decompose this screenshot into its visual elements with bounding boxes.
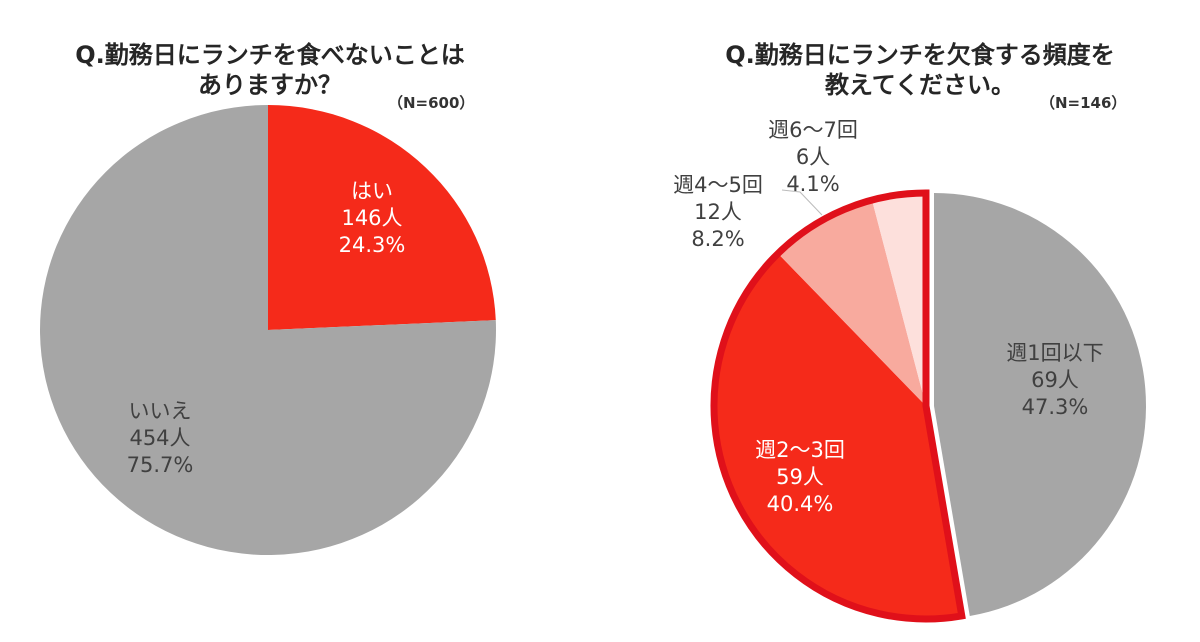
slice-label-percent_label: 8.2% [691,227,744,251]
slice-label-percent_label: 40.4% [767,492,834,516]
slice-label-count: 146人 [341,206,402,230]
left-title-line-2: ありますか？ [198,71,342,99]
slice-label-label: 週2～3回 [755,438,845,462]
right-title-line-1: Q.勤務日にランチを欠食する頻度を [725,41,1115,69]
right-sample-size: （N=146） [1040,94,1127,112]
left-title-line-1: Q.勤務日にランチを食べないことは [75,41,465,69]
slice-label-label: 週6～7回 [768,118,858,142]
pie-slice-once-or-less [934,193,1146,616]
slice-label-count: 12人 [694,200,742,224]
slice-label-count: 69人 [1031,368,1079,392]
highlight-group [714,193,962,619]
slice-label-label: 週1回以下 [1006,341,1103,365]
slice-label-percent_label: 47.3% [1022,395,1089,419]
highlight-outline [710,189,966,623]
slice-label-label: いいえ [129,399,192,423]
leader-line-4-5-times [781,189,823,216]
slice-label-count: 59人 [776,465,824,489]
slice-label-percent_label: 24.3% [339,233,406,257]
pie-slice-no [40,105,497,555]
slice-label-label: 週4～5回 [673,173,763,197]
slice-label-label: はい [351,179,393,203]
slice-label-count: 6人 [796,145,830,169]
left-sample-size: （N=600） [388,94,475,112]
slice-label-percent_label: 75.7% [127,453,194,477]
right-title-line-2: 教えてください。 [824,71,1016,99]
right-chart-title: Q.勤務日にランチを欠食する頻度を 教えてください。 [700,40,1140,100]
pie-slice-6-7-times [871,193,926,406]
slice-label-percent_label: 4.1% [786,172,839,196]
pie-slice-yes [268,105,496,330]
slice-label-count: 454人 [129,426,190,450]
pie-slice-2-3-times [714,253,962,619]
pie-slice-4-5-times [777,200,926,406]
left-chart-title: Q.勤務日にランチを食べないことは ありますか？ [60,40,480,100]
